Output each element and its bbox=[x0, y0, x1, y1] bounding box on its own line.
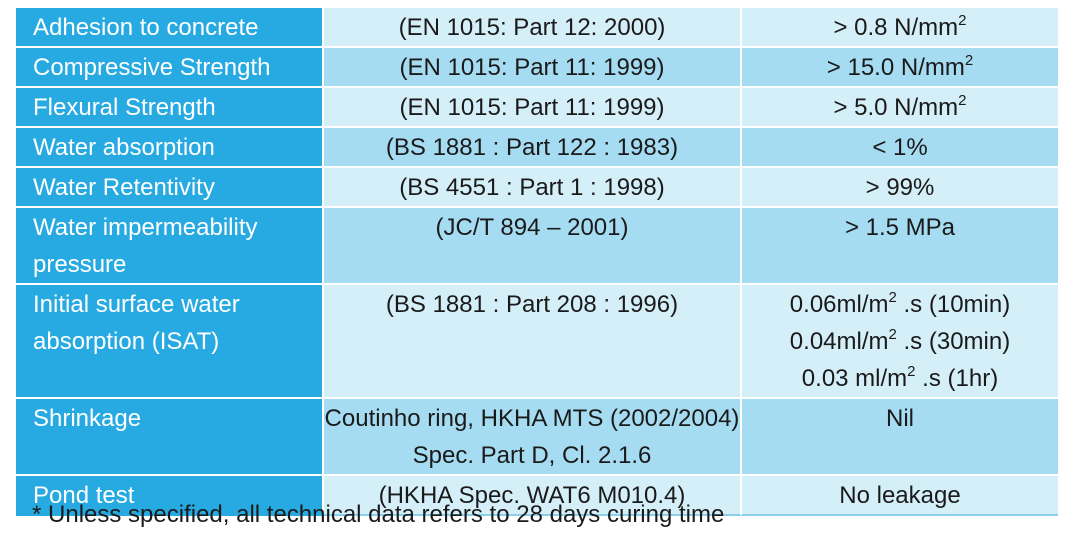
table-row: Adhesion to concrete (EN 1015: Part 12: … bbox=[16, 8, 1058, 48]
standard-cell: (BS 1881 : Part 208 : 1996) bbox=[324, 285, 742, 399]
property-name: Shrinkage bbox=[33, 405, 142, 432]
property-name: Pond test bbox=[33, 482, 135, 509]
standard-cell: (BS 4551 : Part 1 : 1998) bbox=[324, 168, 742, 208]
test-standard: (BS 1881 : Part 208 : 1996) bbox=[385, 291, 679, 318]
value-line: 0.04ml/m2 .s (30min) bbox=[742, 323, 1058, 360]
unit-superscript: 2 bbox=[958, 92, 967, 109]
test-standard: (BS 1881 : Part 122 : 1983) bbox=[385, 134, 679, 161]
unit-superscript: 2 bbox=[907, 363, 916, 380]
test-standard: (EN 1015: Part 11: 1999) bbox=[399, 94, 665, 121]
value-line: 0.06ml/m2 .s (10min) bbox=[742, 286, 1058, 323]
property-cell: Pond test bbox=[16, 476, 324, 516]
standard-cell: (EN 1015: Part 11: 1999) bbox=[324, 88, 742, 128]
standard-cell: (BS 1881 : Part 122 : 1983) bbox=[324, 128, 742, 168]
value-line-suffix: .s (30min) bbox=[896, 328, 1011, 355]
value-line-text: 0.04ml/m bbox=[789, 328, 889, 355]
property-name: Adhesion to concrete bbox=[33, 14, 259, 41]
standard-cell: (EN 1015: Part 12: 2000) bbox=[324, 8, 742, 48]
value-line-text: 0.03 ml/m bbox=[801, 365, 908, 392]
table-row: Pond test (HKHA Spec. WAT6 M010.4) No le… bbox=[16, 476, 1058, 516]
table-row: Flexural Strength (EN 1015: Part 11: 199… bbox=[16, 88, 1058, 128]
value-cell: < 1% bbox=[742, 128, 1058, 168]
value-cell: > 1.5 MPa bbox=[742, 208, 1058, 285]
table-row: Water absorption (BS 1881 : Part 122 : 1… bbox=[16, 128, 1058, 168]
value-cell: > 15.0 N/mm2 bbox=[742, 48, 1058, 88]
property-cell: Flexural Strength bbox=[16, 88, 324, 128]
property-cell: Water absorption bbox=[16, 128, 324, 168]
unit-superscript: 2 bbox=[888, 326, 897, 343]
test-standard: (BS 4551 : Part 1 : 1998) bbox=[399, 174, 665, 201]
standard-cell: Coutinho ring, HKHA MTS (2002/2004) Spec… bbox=[324, 399, 742, 476]
value-line-text: 0.06ml/m bbox=[789, 291, 889, 318]
test-value: < 1% bbox=[872, 134, 928, 161]
value-cell: 0.06ml/m2 .s (10min) 0.04ml/m2 .s (30min… bbox=[742, 285, 1058, 399]
property-cell: Adhesion to concrete bbox=[16, 8, 324, 48]
unit-superscript: 2 bbox=[888, 289, 897, 306]
value-cell: No leakage bbox=[742, 476, 1058, 516]
property-cell: Shrinkage bbox=[16, 399, 324, 476]
standard-cell: (JC/T 894 – 2001) bbox=[324, 208, 742, 285]
test-value: > 99% bbox=[865, 174, 935, 201]
table-row: Compressive Strength (EN 1015: Part 11: … bbox=[16, 48, 1058, 88]
property-name: Initial surface water absorption (ISAT) bbox=[33, 291, 240, 355]
value-line: 0.03 ml/m2 .s (1hr) bbox=[742, 360, 1058, 397]
property-name: Water impermeability pressure bbox=[33, 214, 258, 278]
value-cell: > 99% bbox=[742, 168, 1058, 208]
property-cell: Compressive Strength bbox=[16, 48, 324, 88]
test-standard: (EN 1015: Part 11: 1999) bbox=[399, 54, 665, 81]
unit-superscript: 2 bbox=[964, 52, 974, 69]
test-value: > 1.5 MPa bbox=[844, 214, 956, 241]
test-value: No leakage bbox=[839, 482, 961, 509]
property-name: Compressive Strength bbox=[33, 54, 271, 81]
test-standard: (JC/T 894 – 2001) bbox=[435, 214, 629, 241]
test-value: > 0.8 N/mm bbox=[833, 14, 959, 41]
property-name: Water absorption bbox=[33, 134, 215, 161]
value-cell: > 0.8 N/mm2 bbox=[742, 8, 1058, 48]
value-line-suffix: .s (1hr) bbox=[915, 365, 999, 392]
unit-superscript: 2 bbox=[958, 12, 967, 29]
table-row: Water impermeability pressure (JC/T 894 … bbox=[16, 208, 1058, 285]
property-name: Flexural Strength bbox=[33, 94, 216, 121]
test-value: Nil bbox=[886, 405, 914, 432]
test-standard: (EN 1015: Part 12: 2000) bbox=[398, 14, 666, 41]
test-standard: Coutinho ring, HKHA MTS (2002/2004) Spec… bbox=[324, 405, 740, 469]
technical-data-table: Adhesion to concrete (EN 1015: Part 12: … bbox=[16, 8, 1058, 516]
property-cell: Initial surface water absorption (ISAT) bbox=[16, 285, 324, 399]
footnote: * Unless specified, all technical data r… bbox=[32, 501, 725, 528]
test-value: > 15.0 N/mm bbox=[826, 54, 965, 81]
property-cell: Water Retentivity bbox=[16, 168, 324, 208]
table-row: Water Retentivity (BS 4551 : Part 1 : 19… bbox=[16, 168, 1058, 208]
value-cell: Nil bbox=[742, 399, 1058, 476]
test-standard: (HKHA Spec. WAT6 M010.4) bbox=[378, 482, 686, 509]
standard-cell: (EN 1015: Part 11: 1999) bbox=[324, 48, 742, 88]
standard-cell: (HKHA Spec. WAT6 M010.4) bbox=[324, 476, 742, 516]
table-row: Initial surface water absorption (ISAT) … bbox=[16, 285, 1058, 399]
test-value: > 5.0 N/mm bbox=[833, 94, 959, 121]
table-row: Shrinkage Coutinho ring, HKHA MTS (2002/… bbox=[16, 399, 1058, 476]
value-line-suffix: .s (10min) bbox=[896, 291, 1011, 318]
property-name: Water Retentivity bbox=[33, 174, 215, 201]
property-cell: Water impermeability pressure bbox=[16, 208, 324, 285]
value-cell: > 5.0 N/mm2 bbox=[742, 88, 1058, 128]
